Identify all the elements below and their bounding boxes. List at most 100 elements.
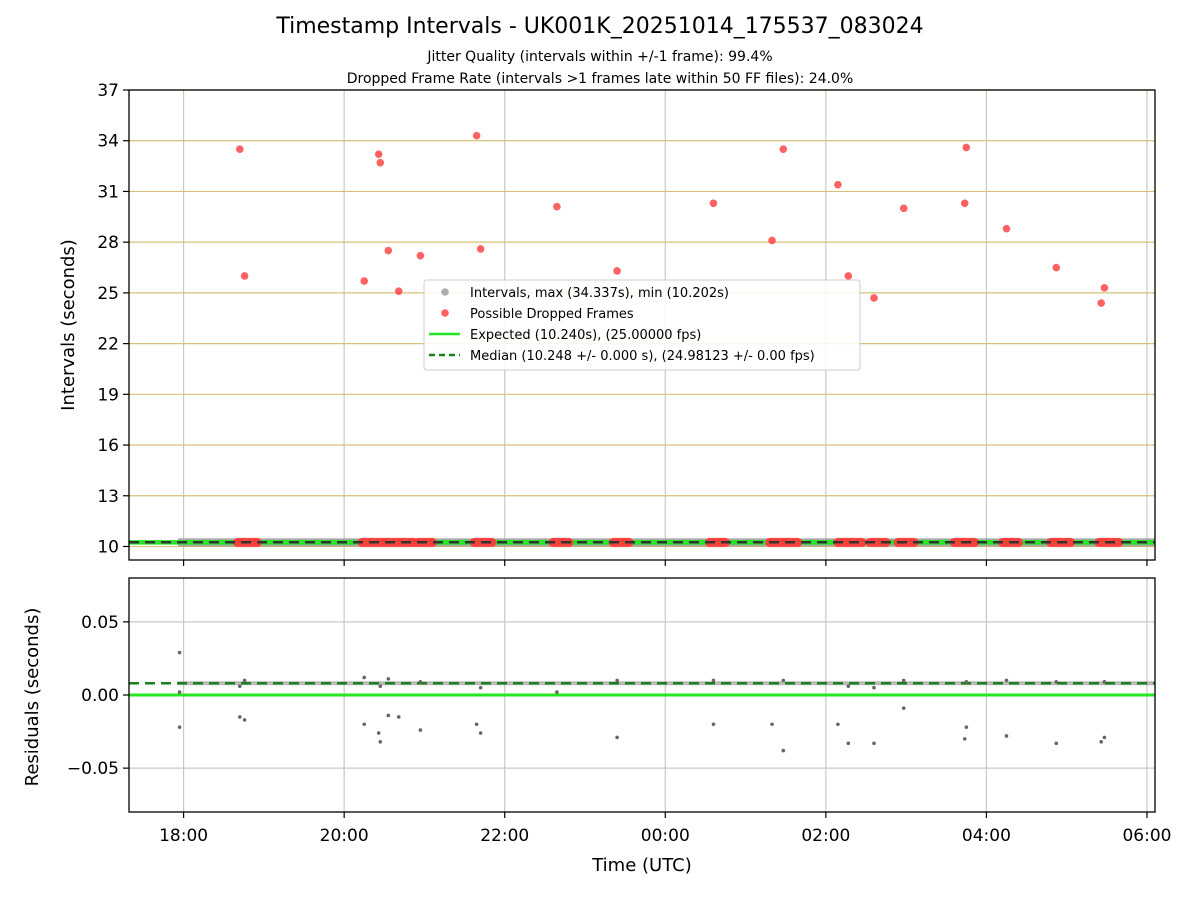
residual-point — [770, 722, 774, 727]
x-tick-label: 18:00 — [159, 826, 208, 846]
dropped-frame-point — [374, 150, 383, 159]
x-tick-label: 22:00 — [480, 826, 529, 846]
residual-point — [872, 741, 876, 746]
dropped-frame-point — [779, 145, 788, 153]
dropped-frame-point — [1100, 284, 1109, 292]
dropped-frame-point — [384, 246, 393, 255]
legend-box — [423, 279, 861, 371]
residual-point — [901, 678, 906, 683]
residual-point — [711, 722, 716, 727]
residual-point — [378, 684, 383, 689]
residual-point — [177, 725, 182, 729]
dropped-frame-point — [870, 294, 878, 302]
legend-entry: Expected (10.240s), (25.00000 fps) — [470, 328, 701, 343]
dropped-frame-point — [240, 272, 249, 280]
residual-point — [1102, 735, 1107, 740]
x-tick-label: 02:00 — [801, 826, 850, 846]
residual-point — [237, 684, 242, 689]
residual-point — [555, 690, 559, 694]
residual-point — [1004, 734, 1009, 738]
residual-point — [378, 740, 383, 744]
y-tick-label: 22 — [97, 335, 119, 355]
residual-point — [781, 748, 786, 753]
residual-point — [418, 728, 423, 732]
residual-point — [615, 735, 619, 740]
residual-point — [964, 725, 969, 729]
dropped-frame-point — [844, 272, 853, 280]
legend-marker-intervals — [441, 288, 449, 296]
chart-subtitle-dropped: Dropped Frame Rate (intervals >1 frames … — [346, 71, 854, 87]
y-tick-label: 25 — [97, 284, 119, 304]
y-tick-label: 34 — [97, 132, 119, 152]
residual-point — [237, 715, 242, 719]
y-tick-label: 0.00 — [81, 686, 119, 706]
y-tick-label: 31 — [97, 182, 119, 202]
dropped-frame-point — [394, 287, 403, 295]
residual-point — [418, 680, 423, 684]
x-tick-label: 20:00 — [320, 826, 369, 846]
y-axis-label-intervals: Intervals (seconds) — [58, 239, 79, 411]
residual-point — [846, 741, 851, 746]
residual-point — [177, 650, 182, 655]
y-tick-label: 0.05 — [81, 613, 119, 633]
dropped-frame-point — [553, 202, 561, 211]
dropped-frame-point — [1097, 299, 1106, 307]
dropped-frame-point — [235, 145, 244, 153]
y-tick-label: 19 — [97, 385, 119, 405]
residual-point — [177, 690, 182, 694]
y-tick-label: 10 — [97, 537, 119, 557]
legend-entry: Median (10.248 +/- 0.000 s), (24.98123 +… — [470, 349, 815, 364]
y-tick-label: 28 — [97, 233, 119, 253]
y-tick-label: 37 — [97, 81, 119, 101]
chart-title: Timestamp Intervals - UK001K_20251014_17… — [276, 14, 924, 39]
residual-point — [1102, 680, 1107, 684]
residual-point — [478, 731, 483, 735]
dropped-frame-point — [376, 158, 385, 167]
residual-point — [242, 718, 247, 722]
residual-point — [872, 685, 876, 690]
dropped-frame-point — [768, 236, 776, 245]
dropped-frame-point — [1002, 224, 1011, 233]
residual-point — [1054, 741, 1059, 746]
dropped-frame-point — [472, 131, 481, 140]
residual-point — [1054, 680, 1059, 684]
residual-point — [474, 722, 479, 727]
dropped-frame-point — [1052, 263, 1061, 272]
residual-point — [711, 678, 716, 683]
chart-subtitle-jitter: Jitter Quality (intervals within +/-1 fr… — [427, 49, 773, 65]
residual-point — [386, 713, 391, 718]
residual-point — [376, 731, 381, 735]
x-tick-label: 06:00 — [1122, 826, 1171, 846]
top-plot-frame — [128, 89, 1156, 561]
dropped-frame-point — [834, 180, 842, 189]
residual-point — [242, 678, 247, 683]
y-tick-label: −0.05 — [67, 759, 119, 779]
y-axis-label-residuals: Residuals (seconds) — [22, 608, 43, 787]
dropped-frame-point — [613, 267, 621, 275]
residual-point — [846, 684, 851, 689]
residual-point — [781, 678, 786, 683]
dropped-frame-point — [416, 251, 425, 260]
dropped-frame-point — [962, 143, 971, 152]
dropped-frame-point — [709, 199, 718, 208]
x-axis-label: Time (UTC) — [591, 855, 692, 876]
residual-point — [396, 715, 401, 719]
x-tick-label: 00:00 — [641, 826, 690, 846]
dropped-frame-point — [360, 277, 369, 285]
residual-point — [478, 685, 483, 690]
residual-point — [362, 722, 367, 727]
residual-point — [964, 680, 969, 684]
residual-point — [386, 677, 391, 681]
legend-entry: Possible Dropped Frames — [470, 307, 634, 322]
residual-point — [615, 678, 619, 683]
dropped-frame-point — [476, 245, 485, 253]
dropped-frame-point — [960, 199, 969, 208]
residual-point — [362, 675, 367, 680]
residual-point — [1004, 678, 1009, 683]
residual-point — [962, 737, 967, 741]
residual-point — [836, 722, 840, 727]
y-tick-label: 16 — [97, 436, 119, 456]
y-tick-label: 13 — [97, 487, 119, 507]
x-tick-label: 04:00 — [962, 826, 1011, 846]
